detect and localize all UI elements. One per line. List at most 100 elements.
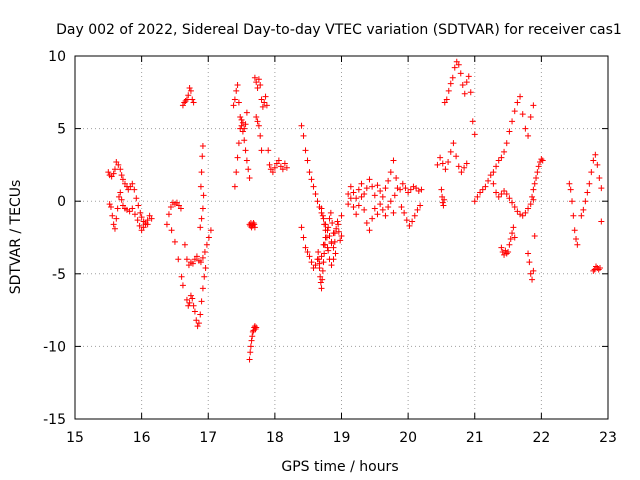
data-point: [330, 244, 337, 251]
data-point: [133, 195, 140, 202]
data-point: [345, 201, 352, 208]
data-point: [306, 253, 313, 260]
data-point: [361, 206, 368, 213]
data-point: [183, 296, 190, 303]
data-point: [402, 185, 409, 192]
data-point: [514, 99, 521, 106]
data-point: [187, 87, 194, 94]
data-point: [440, 202, 447, 209]
data-point: [198, 169, 205, 176]
data-point: [537, 158, 544, 165]
data-point: [201, 249, 208, 256]
data-point: [501, 251, 508, 258]
data-point: [335, 221, 342, 228]
series-group: [106, 189, 151, 234]
data-point: [337, 237, 344, 244]
data-point: [263, 102, 270, 109]
data-point: [450, 140, 457, 147]
data-point: [135, 202, 142, 209]
data-point: [457, 70, 464, 77]
data-point: [493, 189, 500, 196]
data-point: [119, 176, 126, 183]
data-point: [361, 190, 368, 197]
data-point: [200, 192, 207, 199]
data-point: [441, 196, 448, 203]
data-point: [377, 201, 384, 208]
data-point: [567, 186, 574, 193]
series-group: [441, 58, 478, 138]
data-point: [569, 198, 576, 205]
data-point: [463, 160, 470, 167]
data-point: [131, 211, 138, 218]
data-point: [335, 228, 342, 235]
data-point: [498, 190, 505, 197]
data-point: [300, 234, 307, 241]
series-group: [315, 241, 328, 292]
data-point: [251, 224, 258, 231]
data-point: [597, 264, 604, 271]
data-point: [374, 211, 381, 218]
data-point: [109, 212, 116, 219]
y-tick-label: 0: [57, 194, 66, 210]
data-point: [330, 256, 337, 263]
data-point: [233, 169, 240, 176]
data-point: [199, 254, 206, 261]
data-point: [509, 118, 516, 125]
data-point: [534, 169, 541, 176]
data-point: [238, 116, 245, 123]
data-point: [506, 128, 513, 135]
data-point: [517, 93, 524, 100]
series-group: [498, 224, 518, 258]
x-tick-label: 15: [66, 430, 84, 446]
x-tick-label: 20: [399, 430, 417, 446]
x-tick-label: 22: [532, 430, 550, 446]
data-point: [502, 247, 509, 254]
data-point: [333, 225, 340, 232]
data-point: [245, 166, 252, 173]
data-point: [318, 253, 325, 260]
data-point: [233, 87, 240, 94]
data-point: [490, 180, 497, 187]
data-point: [298, 122, 305, 129]
series-group: [345, 193, 397, 234]
series-group: [590, 218, 605, 274]
y-tick-label: 10: [48, 49, 66, 65]
data-point: [317, 279, 324, 286]
data-point: [411, 212, 418, 219]
data-point: [350, 204, 357, 211]
data-point: [595, 266, 602, 273]
data-point: [503, 250, 510, 257]
data-point: [379, 206, 386, 213]
data-point: [449, 74, 456, 81]
data-point: [254, 84, 261, 91]
data-point: [117, 189, 124, 196]
data-point: [499, 249, 506, 256]
data-point: [358, 180, 365, 187]
data-point: [531, 180, 538, 187]
data-point: [434, 161, 441, 168]
data-point: [509, 230, 516, 237]
data-point: [168, 227, 175, 234]
data-point: [118, 196, 125, 203]
data-point: [140, 224, 147, 231]
data-point: [320, 215, 327, 222]
data-point: [193, 253, 200, 260]
data-point: [353, 195, 360, 202]
grid: [75, 56, 608, 419]
data-point: [394, 185, 401, 192]
series-group: [183, 264, 209, 330]
data-point: [271, 164, 278, 171]
data-point: [231, 96, 238, 103]
data-point: [517, 211, 524, 218]
data-point: [115, 193, 122, 200]
data-point: [207, 227, 214, 234]
data-point: [255, 76, 262, 83]
data-point: [144, 221, 151, 228]
data-point: [186, 84, 193, 91]
data-point: [511, 204, 518, 211]
data-point: [235, 99, 242, 106]
data-point: [510, 224, 517, 231]
data-point: [281, 160, 288, 167]
data-point: [345, 190, 352, 197]
